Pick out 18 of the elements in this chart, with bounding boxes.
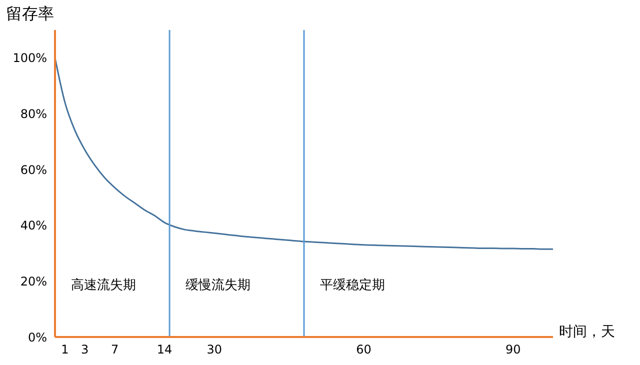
- x-axis-title: 时间，天: [559, 323, 615, 341]
- y-tick-label: 80%: [20, 106, 47, 121]
- y-tick-label: 100%: [12, 51, 47, 66]
- annotation: 平缓稳定期: [320, 277, 385, 294]
- x-tick-label: 30: [206, 342, 222, 357]
- y-tick-label: 40%: [20, 218, 47, 233]
- x-tick-label: 90: [506, 342, 521, 357]
- x-tick-label: 3: [81, 342, 89, 357]
- x-tick-label: 14: [156, 342, 172, 357]
- y-tick-label: 0%: [28, 330, 47, 344]
- y-axis-title: 留存率: [6, 4, 54, 25]
- x-tick-label: 7: [110, 342, 119, 357]
- annotation: 高速流失期: [71, 277, 136, 294]
- x-tick-label: 60: [356, 342, 372, 357]
- x-tick-label: 1: [61, 342, 69, 357]
- y-tick-label: 60%: [20, 162, 47, 177]
- annotation: 缓慢流失期: [186, 277, 251, 294]
- y-tick-label: 20%: [20, 274, 47, 288]
